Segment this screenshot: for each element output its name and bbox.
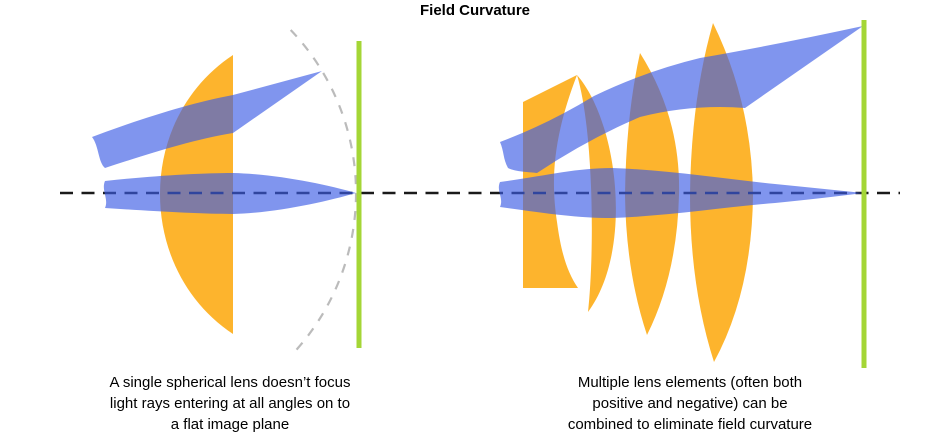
curved-focal-surface-arc: [289, 29, 358, 357]
right-oblique-ray-bundle: [500, 26, 863, 173]
right-panel-caption: Multiple lens elements (often both posit…: [567, 374, 813, 433]
right-axial-ray-bundle: [498, 168, 863, 218]
figure-title: Field Curvature: [419, 2, 531, 19]
ray-bundles-group: [92, 26, 863, 218]
left-oblique-ray-bundle: [92, 71, 322, 168]
left-axial-ray-bundle: [103, 173, 356, 214]
left-panel-caption: A single spherical lens doesn’t focus li…: [109, 374, 351, 433]
